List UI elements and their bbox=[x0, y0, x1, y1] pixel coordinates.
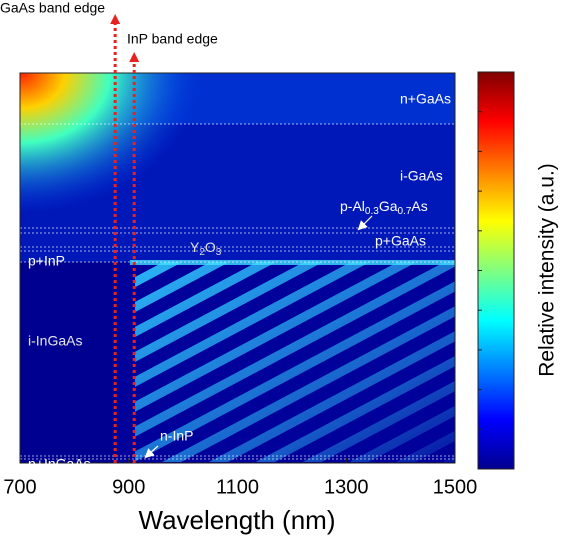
layer-label: p-Al0.3Ga0.7As bbox=[340, 198, 428, 217]
band-edge-arrowhead bbox=[129, 52, 140, 62]
layer-label: p+GaAs bbox=[375, 233, 426, 249]
layer-label: n+InGaAs bbox=[28, 456, 91, 472]
colorbar-label: Relative intensity (a.u.) bbox=[536, 163, 559, 377]
x-axis-label: Wavelength (nm) bbox=[139, 505, 336, 535]
band-edge-arrowhead bbox=[110, 14, 121, 24]
pointer-arrow bbox=[144, 445, 159, 459]
colorbar bbox=[477, 71, 515, 470]
x-tick-label: 700 bbox=[3, 476, 36, 498]
layer-boundaries bbox=[20, 123, 455, 460]
band-edge-label: InP band edge bbox=[127, 31, 218, 47]
layer-label: Y2O3 bbox=[190, 239, 222, 258]
layer-label: p+InP bbox=[28, 253, 65, 269]
heatmap bbox=[20, 73, 455, 463]
x-tick-label: 900 bbox=[112, 476, 145, 498]
x-tick-label: 1100 bbox=[216, 476, 259, 498]
layer-label: n+GaAs bbox=[400, 91, 451, 107]
pointer-arrow bbox=[357, 215, 373, 231]
layer-label: i-GaAs bbox=[400, 168, 443, 184]
x-tick-label: 1500 bbox=[433, 476, 478, 498]
band-edge-label: GaAs band edge bbox=[0, 0, 105, 16]
layer-label: n-InP bbox=[160, 428, 193, 444]
layer-label: i-InGaAs bbox=[28, 333, 82, 349]
x-tick-label: 1300 bbox=[324, 476, 369, 498]
